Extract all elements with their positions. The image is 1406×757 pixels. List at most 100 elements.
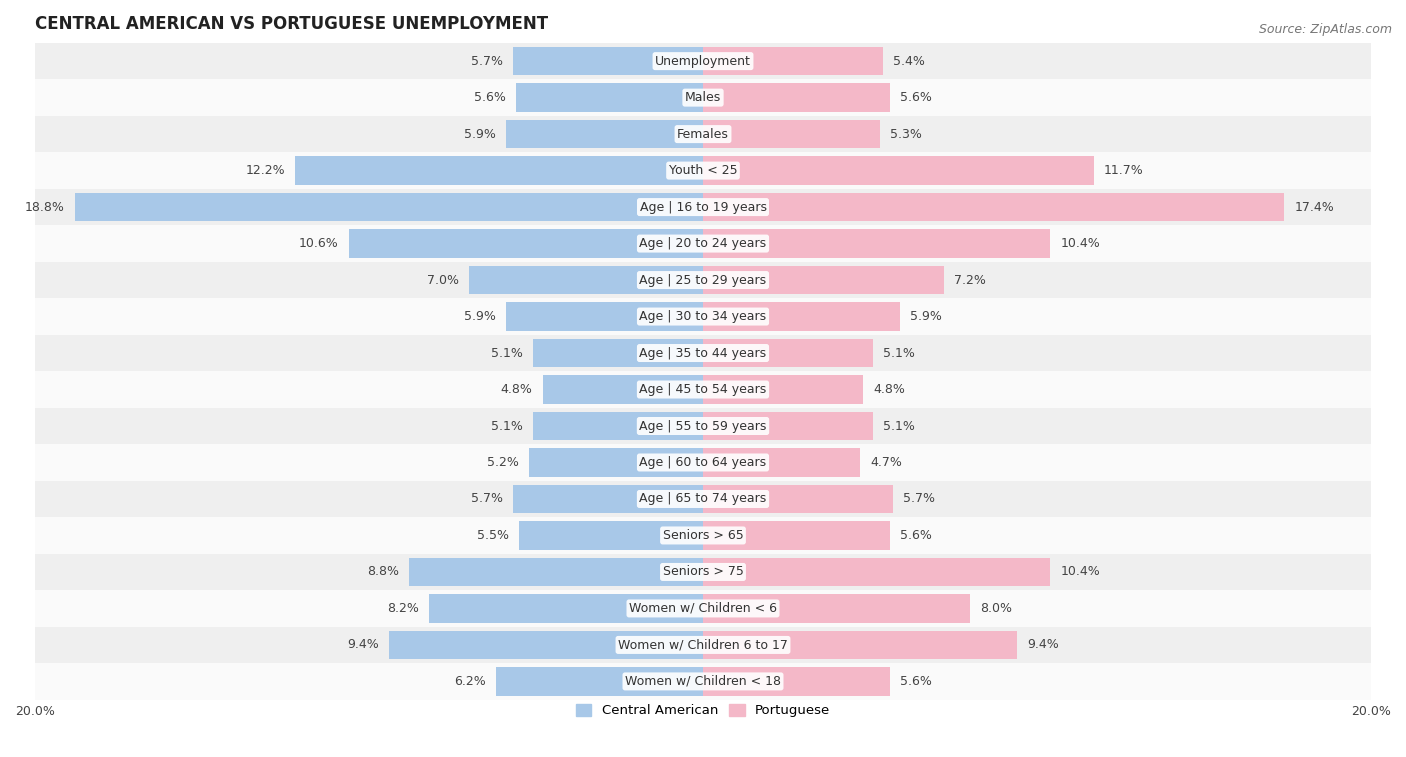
Text: 5.1%: 5.1%: [883, 347, 915, 360]
Text: 5.7%: 5.7%: [471, 493, 502, 506]
Text: 5.7%: 5.7%: [471, 55, 502, 67]
Text: 12.2%: 12.2%: [246, 164, 285, 177]
Text: Seniors > 65: Seniors > 65: [662, 529, 744, 542]
Bar: [703, 558, 1050, 586]
Bar: [533, 339, 703, 367]
Bar: [703, 266, 943, 294]
Bar: [703, 193, 1284, 221]
Text: 5.1%: 5.1%: [491, 419, 523, 432]
Text: 5.6%: 5.6%: [900, 529, 932, 542]
Text: 8.0%: 8.0%: [980, 602, 1012, 615]
Bar: [703, 594, 970, 623]
Text: Age | 16 to 19 years: Age | 16 to 19 years: [640, 201, 766, 213]
Bar: [506, 120, 703, 148]
Text: 5.2%: 5.2%: [488, 456, 519, 469]
Bar: [35, 627, 1371, 663]
Text: Youth < 25: Youth < 25: [669, 164, 737, 177]
Text: Women w/ Children < 18: Women w/ Children < 18: [626, 675, 780, 688]
Bar: [35, 481, 1371, 517]
Bar: [35, 43, 1371, 79]
Text: 10.6%: 10.6%: [299, 237, 339, 250]
Bar: [703, 484, 893, 513]
Text: 5.1%: 5.1%: [491, 347, 523, 360]
Bar: [703, 339, 873, 367]
Text: Unemployment: Unemployment: [655, 55, 751, 67]
Bar: [533, 412, 703, 441]
Bar: [35, 335, 1371, 371]
Bar: [516, 83, 703, 112]
Bar: [35, 262, 1371, 298]
Bar: [703, 120, 880, 148]
Text: 5.1%: 5.1%: [883, 419, 915, 432]
Text: Age | 65 to 74 years: Age | 65 to 74 years: [640, 493, 766, 506]
Bar: [389, 631, 703, 659]
Bar: [35, 116, 1371, 152]
Bar: [35, 590, 1371, 627]
Text: Age | 45 to 54 years: Age | 45 to 54 years: [640, 383, 766, 396]
Text: 4.8%: 4.8%: [873, 383, 905, 396]
Bar: [543, 375, 703, 403]
Text: CENTRAL AMERICAN VS PORTUGUESE UNEMPLOYMENT: CENTRAL AMERICAN VS PORTUGUESE UNEMPLOYM…: [35, 15, 548, 33]
Bar: [35, 188, 1371, 226]
Bar: [35, 663, 1371, 699]
Text: 5.7%: 5.7%: [904, 493, 935, 506]
Text: Age | 60 to 64 years: Age | 60 to 64 years: [640, 456, 766, 469]
Bar: [35, 553, 1371, 590]
Text: 7.2%: 7.2%: [953, 273, 986, 287]
Text: Source: ZipAtlas.com: Source: ZipAtlas.com: [1258, 23, 1392, 36]
Bar: [513, 484, 703, 513]
Bar: [35, 152, 1371, 188]
Bar: [35, 79, 1371, 116]
Text: Females: Females: [678, 128, 728, 141]
Bar: [703, 448, 860, 477]
Bar: [529, 448, 703, 477]
Text: 5.6%: 5.6%: [900, 675, 932, 688]
Bar: [703, 412, 873, 441]
Bar: [35, 444, 1371, 481]
Bar: [703, 83, 890, 112]
Text: 10.4%: 10.4%: [1060, 565, 1099, 578]
Bar: [35, 298, 1371, 335]
Bar: [496, 667, 703, 696]
Legend: Central American, Portuguese: Central American, Portuguese: [571, 699, 835, 723]
Text: 5.5%: 5.5%: [477, 529, 509, 542]
Text: 18.8%: 18.8%: [25, 201, 65, 213]
Bar: [703, 631, 1017, 659]
Text: 8.2%: 8.2%: [387, 602, 419, 615]
Text: 5.9%: 5.9%: [464, 128, 496, 141]
Bar: [429, 594, 703, 623]
Bar: [703, 229, 1050, 258]
Text: Age | 55 to 59 years: Age | 55 to 59 years: [640, 419, 766, 432]
Text: 6.2%: 6.2%: [454, 675, 486, 688]
Text: 11.7%: 11.7%: [1104, 164, 1143, 177]
Bar: [703, 375, 863, 403]
Text: 4.8%: 4.8%: [501, 383, 533, 396]
Text: Age | 25 to 29 years: Age | 25 to 29 years: [640, 273, 766, 287]
Text: 5.9%: 5.9%: [910, 310, 942, 323]
Text: 4.7%: 4.7%: [870, 456, 901, 469]
Bar: [470, 266, 703, 294]
Bar: [703, 667, 890, 696]
Bar: [35, 517, 1371, 553]
Bar: [519, 522, 703, 550]
Bar: [703, 302, 900, 331]
Text: Age | 35 to 44 years: Age | 35 to 44 years: [640, 347, 766, 360]
Text: 9.4%: 9.4%: [1026, 638, 1059, 652]
Text: Age | 20 to 24 years: Age | 20 to 24 years: [640, 237, 766, 250]
Text: 7.0%: 7.0%: [427, 273, 460, 287]
Text: Women w/ Children 6 to 17: Women w/ Children 6 to 17: [619, 638, 787, 652]
Bar: [349, 229, 703, 258]
Bar: [35, 226, 1371, 262]
Text: 5.3%: 5.3%: [890, 128, 922, 141]
Text: Age | 30 to 34 years: Age | 30 to 34 years: [640, 310, 766, 323]
Text: 8.8%: 8.8%: [367, 565, 399, 578]
Bar: [409, 558, 703, 586]
Text: 5.9%: 5.9%: [464, 310, 496, 323]
Text: Males: Males: [685, 91, 721, 104]
Text: 5.4%: 5.4%: [893, 55, 925, 67]
Bar: [506, 302, 703, 331]
Bar: [703, 522, 890, 550]
Text: 17.4%: 17.4%: [1295, 201, 1334, 213]
Text: 5.6%: 5.6%: [900, 91, 932, 104]
Bar: [703, 47, 883, 76]
